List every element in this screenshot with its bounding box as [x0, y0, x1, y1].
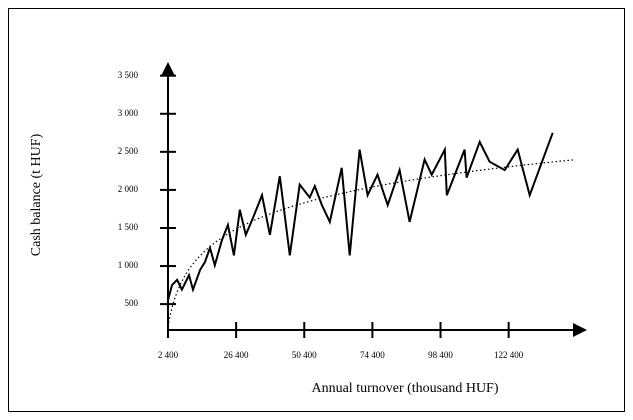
x-tick-label: 2 400: [158, 350, 179, 360]
x-axis-title: Annual turnover (thousand HUF): [311, 381, 498, 396]
x-tick-label: 74 400: [360, 350, 385, 360]
x-tick-label: 122 400: [494, 350, 524, 360]
x-tick-label: 50 400: [292, 350, 317, 360]
chart-frame: [8, 8, 625, 412]
x-axis-arrow: [573, 323, 587, 337]
y-tick-label: 500: [125, 298, 139, 308]
trend-line: [167, 159, 575, 327]
y-axis-arrow: [161, 62, 175, 76]
x-tick-label: 98 400: [428, 350, 453, 360]
y-tick-label: 1 000: [118, 260, 139, 270]
y-tick-label: 1 500: [118, 222, 139, 232]
y-tick-label: 2 000: [118, 184, 139, 194]
y-tick-label: 3 000: [118, 108, 139, 118]
data-line: [167, 132, 554, 301]
y-tick-label: 3 500: [118, 70, 139, 80]
x-tick-label: 26 400: [224, 350, 249, 360]
y-tick-label: 2 500: [118, 146, 139, 156]
y-axis-title: Cash balance (t HUF): [29, 133, 44, 256]
